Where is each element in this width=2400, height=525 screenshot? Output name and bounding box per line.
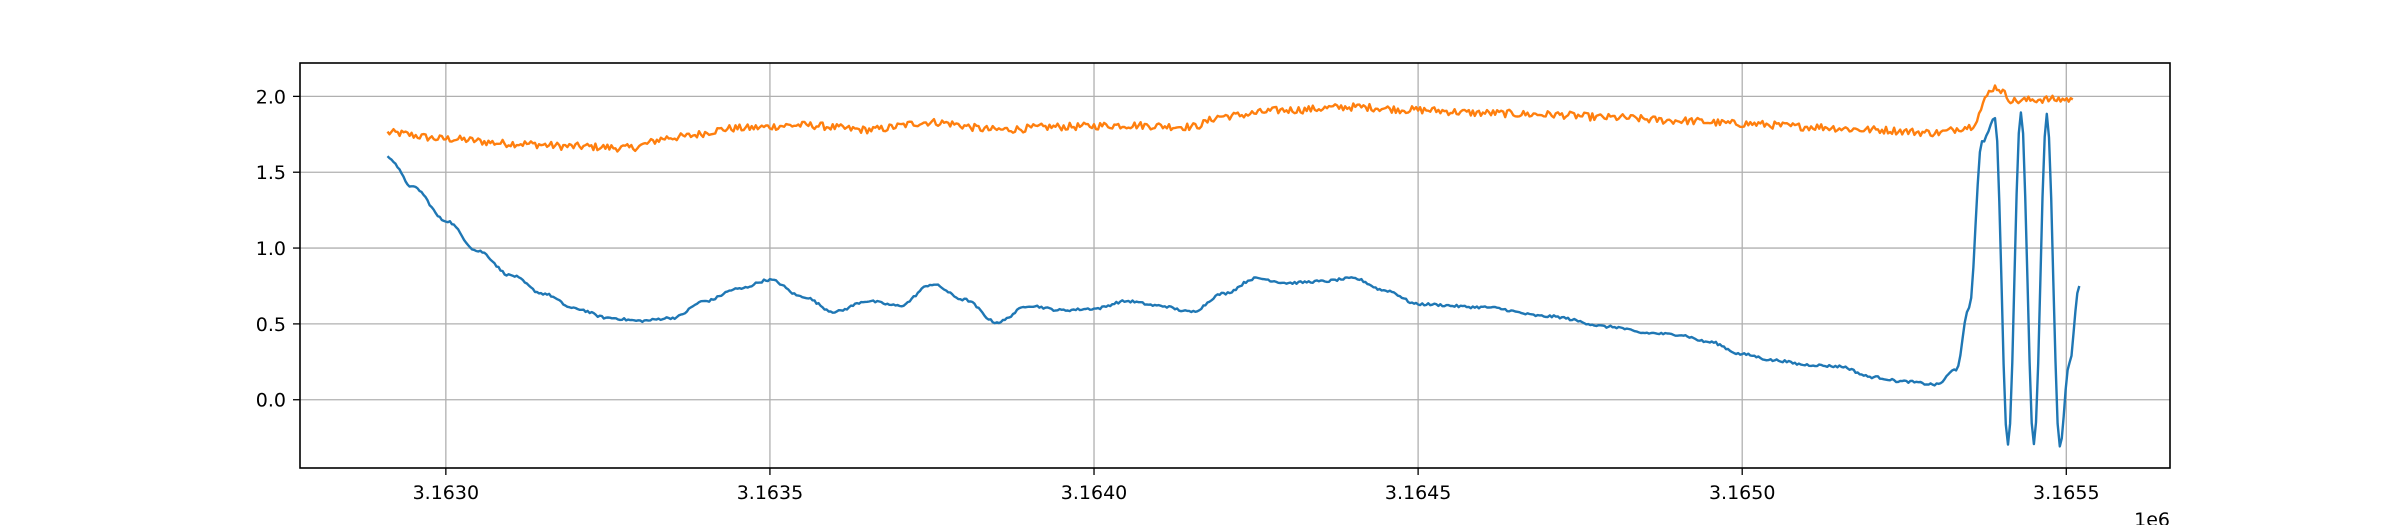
x-tick-label: 3.1635 — [737, 482, 803, 504]
x-tick-label: 3.1650 — [1709, 482, 1775, 504]
grid-lines — [300, 63, 2170, 468]
x-tick-label: 3.1630 — [413, 482, 479, 504]
x-axis-offset-label: 1e6 — [2134, 509, 2170, 525]
y-axis: 0.0 0.5 1.0 1.5 2.0 — [256, 86, 300, 412]
y-tick-label: 1.0 — [256, 238, 286, 260]
plot-frame — [299, 62, 2171, 469]
series-line-0 — [386, 84, 2074, 153]
x-axis: 3.1630 3.1635 3.1640 3.1645 3.1650 3.1655 — [413, 468, 2100, 504]
y-tick-label: 2.0 — [256, 86, 286, 108]
y-tick-label: 0.0 — [256, 390, 286, 412]
y-tick-label: 0.5 — [256, 314, 286, 336]
x-tick-label: 3.1655 — [2033, 482, 2099, 504]
y-tick-label: 1.5 — [256, 162, 286, 184]
series-line-1 — [386, 111, 2081, 448]
series-layer — [386, 84, 2081, 448]
x-tick-label: 3.1640 — [1061, 482, 1127, 504]
x-tick-label: 3.1645 — [1385, 482, 1451, 504]
